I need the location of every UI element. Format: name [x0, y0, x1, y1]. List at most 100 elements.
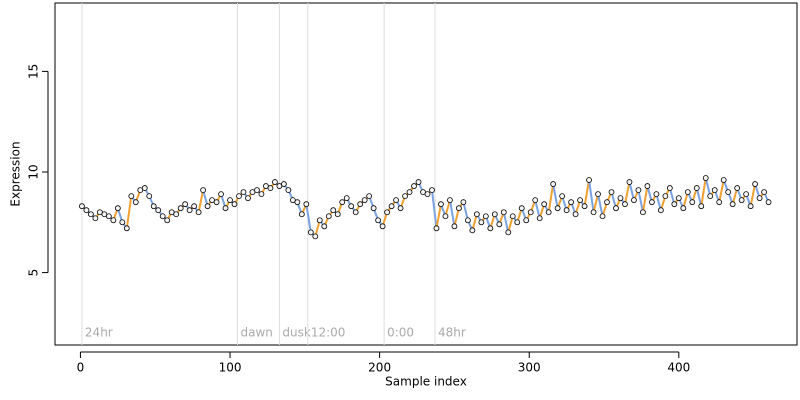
point: [119, 219, 126, 226]
point: [689, 199, 696, 206]
y-tick-label: 15: [27, 64, 41, 79]
point: [595, 191, 601, 198]
point: [177, 205, 184, 212]
point: [604, 199, 610, 206]
point: [173, 211, 180, 218]
point: [765, 199, 772, 206]
point: [523, 217, 530, 224]
point: [415, 179, 422, 185]
point: [236, 193, 242, 200]
connector: [197, 189, 205, 213]
point: [599, 213, 606, 220]
connector: [430, 189, 438, 229]
point: [240, 189, 247, 196]
annotation-label: dusk: [282, 326, 310, 340]
connector: [448, 199, 456, 227]
point: [702, 175, 709, 181]
point: [375, 217, 382, 224]
point: [303, 201, 310, 208]
point: [563, 207, 570, 214]
point: [500, 209, 507, 216]
point: [747, 203, 754, 210]
point: [191, 203, 198, 210]
point: [361, 197, 368, 204]
connector: [453, 207, 460, 227]
point: [325, 213, 332, 220]
annotation-label: 48hr: [438, 326, 466, 340]
point: [213, 199, 220, 206]
point: [182, 201, 189, 208]
connector: [704, 177, 712, 197]
point: [79, 203, 85, 210]
point: [720, 177, 727, 183]
point: [626, 179, 633, 185]
connector: [749, 183, 757, 207]
point: [254, 187, 260, 193]
connector: [597, 193, 604, 217]
point: [451, 223, 458, 230]
connector: [637, 189, 644, 213]
connector: [583, 179, 591, 207]
annotation-label: 12:00: [311, 326, 346, 340]
connector: [462, 201, 469, 221]
point: [586, 177, 592, 183]
point: [460, 199, 467, 206]
point: [590, 209, 597, 216]
point: [514, 219, 521, 226]
point: [496, 221, 503, 228]
x-tick-label: 400: [667, 361, 690, 375]
point: [725, 189, 732, 196]
point: [505, 229, 512, 236]
point: [429, 187, 435, 193]
point: [114, 205, 121, 212]
point: [204, 203, 211, 210]
connector: [502, 212, 510, 233]
annotation-label: 24hr: [85, 326, 113, 340]
point: [608, 189, 615, 196]
point: [164, 217, 171, 224]
point: [272, 179, 278, 185]
point: [316, 217, 323, 224]
point: [146, 193, 153, 200]
point: [438, 201, 444, 208]
point: [631, 197, 637, 204]
point: [716, 199, 723, 206]
point: [675, 195, 682, 202]
y-axis-title: Expression: [9, 141, 23, 206]
point: [653, 191, 660, 198]
x-axis-title: Sample index: [385, 375, 467, 389]
connector: [592, 193, 600, 213]
point: [577, 197, 583, 204]
point: [352, 209, 359, 216]
point: [411, 183, 417, 189]
point: [644, 183, 651, 189]
connector: [552, 183, 559, 209]
point: [227, 197, 233, 204]
point: [186, 207, 193, 214]
point: [680, 205, 687, 212]
connector: [305, 204, 312, 233]
point: [433, 225, 440, 232]
point: [141, 185, 148, 191]
x-tick-label: 300: [518, 361, 541, 375]
point: [258, 191, 265, 198]
annotation-label: dawn: [241, 326, 273, 340]
point: [541, 201, 548, 208]
connector: [623, 181, 631, 205]
point: [442, 213, 449, 220]
y-tick-label: 5: [27, 269, 41, 277]
point: [231, 201, 238, 208]
point: [321, 223, 328, 230]
point: [105, 213, 112, 220]
point: [613, 205, 619, 212]
point: [294, 199, 301, 206]
point: [482, 213, 489, 220]
point: [424, 191, 431, 198]
connector: [628, 181, 635, 201]
point: [128, 193, 135, 200]
connector: [718, 179, 725, 203]
point: [92, 215, 99, 222]
point: [532, 197, 539, 204]
point: [388, 203, 395, 210]
